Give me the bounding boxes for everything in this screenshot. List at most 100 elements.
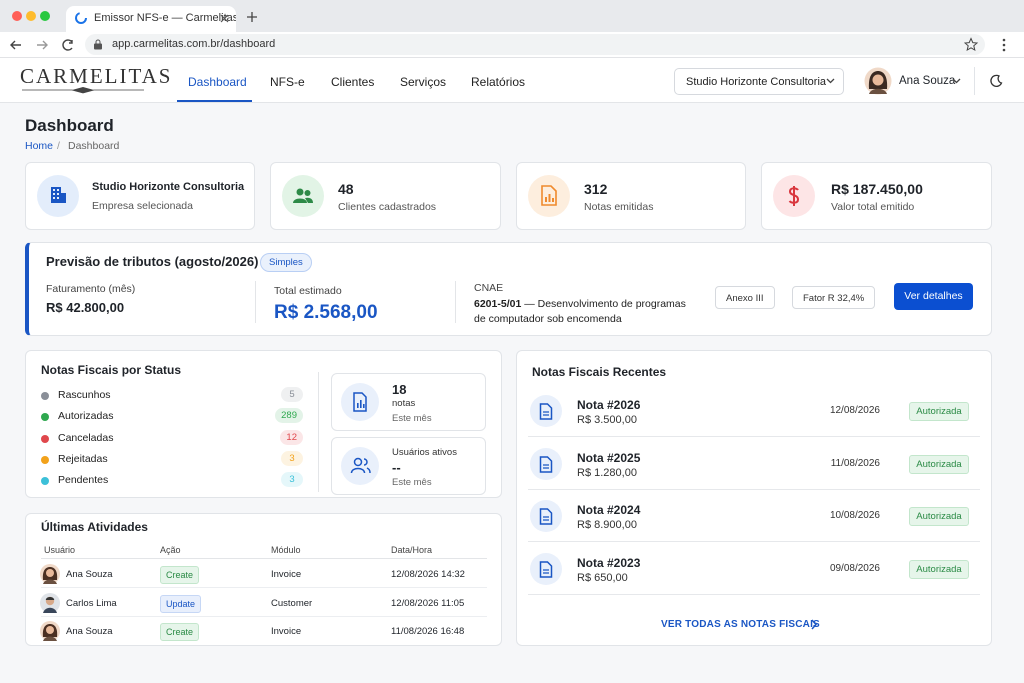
user-avatar[interactable]: [864, 67, 892, 95]
row-rule: [41, 615, 487, 617]
action-badge: Update: [160, 594, 202, 613]
tax-panel: [25, 242, 992, 336]
user-avatar: [40, 564, 60, 584]
cnae-code: 6201-5/01: [474, 298, 522, 310]
note-status: Autorizada: [909, 560, 969, 580]
stat-value: R$ 187.450,00: [831, 181, 923, 197]
note-amount: R$ 3.500,00: [577, 414, 637, 426]
nav-item[interactable]: Dashboard: [188, 75, 247, 89]
browser-actions[interactable]: [964, 37, 1014, 53]
note-status: Autorizada: [909, 507, 969, 527]
stat-label: Notas emitidas: [584, 201, 654, 213]
logo[interactable]: CARMELITAS: [20, 64, 173, 88]
status-dot: [41, 477, 49, 486]
action-badge: Create: [160, 566, 200, 584]
favicon: [75, 12, 87, 24]
header-rule: [41, 558, 487, 559]
breadcrumb-current: Dashboard: [68, 140, 120, 152]
summary-unit: notas: [392, 398, 416, 409]
activities-card: [25, 513, 502, 646]
document-icon: [539, 455, 553, 473]
activity-user: Ana Souza: [66, 569, 113, 580]
note-date: 09/08/2026: [829, 563, 880, 575]
nav-item[interactable]: Relatórios: [471, 75, 526, 89]
revenue-value: R$ 42.800,00: [46, 300, 125, 315]
column-header: Módulo: [271, 545, 301, 555]
theme-toggle[interactable]: [989, 74, 1003, 88]
note-amount: R$ 650,00: [577, 572, 628, 585]
cnae-description: 6201-5/01 — Desenvolvimento de programas…: [474, 297, 699, 327]
note-date: 11/08/2026: [830, 457, 880, 469]
separator: [528, 488, 980, 490]
summary-caption: Este mês: [392, 477, 432, 488]
url-text: app.carmelitas.com.br/dashboard: [112, 38, 276, 50]
user-name[interactable]: Ana Souza: [899, 75, 956, 87]
note-name[interactable]: Nota #2025: [577, 450, 641, 465]
nav-item[interactable]: NFS-e: [270, 75, 305, 89]
summary-value: 18: [392, 382, 407, 397]
divider: [455, 281, 456, 323]
chevron-right: [811, 619, 818, 630]
document-icon: [539, 403, 553, 420]
column-header: Ação: [160, 545, 181, 555]
details-button[interactable]: Ver detalhes: [894, 283, 973, 310]
status-label: Autorizadas: [58, 410, 114, 423]
document-icon: [539, 561, 553, 578]
status-count: 12: [280, 429, 303, 445]
status-dot: [41, 392, 49, 400]
stat-label: Valor total emitido: [831, 201, 915, 213]
browser-tab[interactable]: Emissor NFS-e — Carmelitas: [66, 6, 236, 32]
note-name[interactable]: Nota #2026: [577, 398, 641, 412]
user-avatar: [40, 621, 60, 641]
stat-value: 48: [338, 181, 354, 197]
logo-ornament: [22, 87, 144, 94]
note-amount: R$ 8.900,00: [577, 519, 637, 532]
total-value: R$ 2.568,00: [274, 302, 378, 323]
note-name[interactable]: Nota #2023: [577, 556, 641, 571]
lock-icon: [94, 39, 102, 50]
separator: [528, 436, 980, 437]
new-tab[interactable]: [246, 11, 258, 23]
nav-item[interactable]: Serviços: [400, 75, 447, 89]
activity-module: Invoice: [271, 569, 302, 580]
note-name[interactable]: Nota #2024: [577, 503, 641, 518]
summary-caption: Este mês: [392, 413, 432, 424]
nav-buttons[interactable]: [8, 37, 78, 53]
stat-label: Clientes cadastrados: [338, 201, 437, 213]
status-title: Notas Fiscais por Status: [41, 363, 182, 377]
active-underline: [177, 100, 252, 102]
summary-icon: [341, 447, 379, 485]
breadcrumb-home[interactable]: Home: [25, 140, 54, 152]
zoom-dot[interactable]: [40, 11, 50, 21]
status-dot: [41, 434, 49, 443]
activity-module: Customer: [271, 597, 313, 609]
minimize-dot[interactable]: [26, 11, 36, 21]
recent-card: [516, 350, 992, 646]
stat-icon: [282, 175, 324, 217]
app-header: [0, 58, 1024, 103]
revenue-label: Faturamento (mês): [46, 283, 136, 295]
stat-value: 312: [584, 181, 608, 197]
note-status: Autorizada: [909, 402, 969, 421]
status-count: 5: [281, 387, 303, 402]
dollar-icon: [788, 186, 800, 206]
divider: [318, 372, 319, 492]
tab-close[interactable]: [220, 14, 229, 23]
company-name: Studio Horizonte Consultoria: [686, 76, 827, 88]
see-all-link[interactable]: VER TODAS AS NOTAS FISCAIS: [661, 619, 820, 630]
nav-item[interactable]: Clientes: [331, 75, 375, 89]
users-icon: [293, 188, 313, 203]
tab-title: Emissor NFS-e — Carmelitas: [94, 12, 236, 24]
column-header: Usuário: [44, 545, 76, 555]
company-select[interactable]: Studio Horizonte Consultoria: [674, 68, 844, 95]
url-bar[interactable]: app.carmelitas.com.br/dashboard: [85, 34, 985, 55]
close-dot[interactable]: [12, 11, 22, 21]
status-label: Pendentes: [58, 474, 109, 487]
activity-user: Carlos Lima: [66, 597, 117, 609]
row-rule: [41, 587, 487, 588]
note-icon-bg: [530, 395, 562, 427]
status-count: 3: [281, 472, 303, 488]
user-avatar: [40, 592, 60, 613]
chip: Fator R 32,4%: [792, 286, 876, 309]
